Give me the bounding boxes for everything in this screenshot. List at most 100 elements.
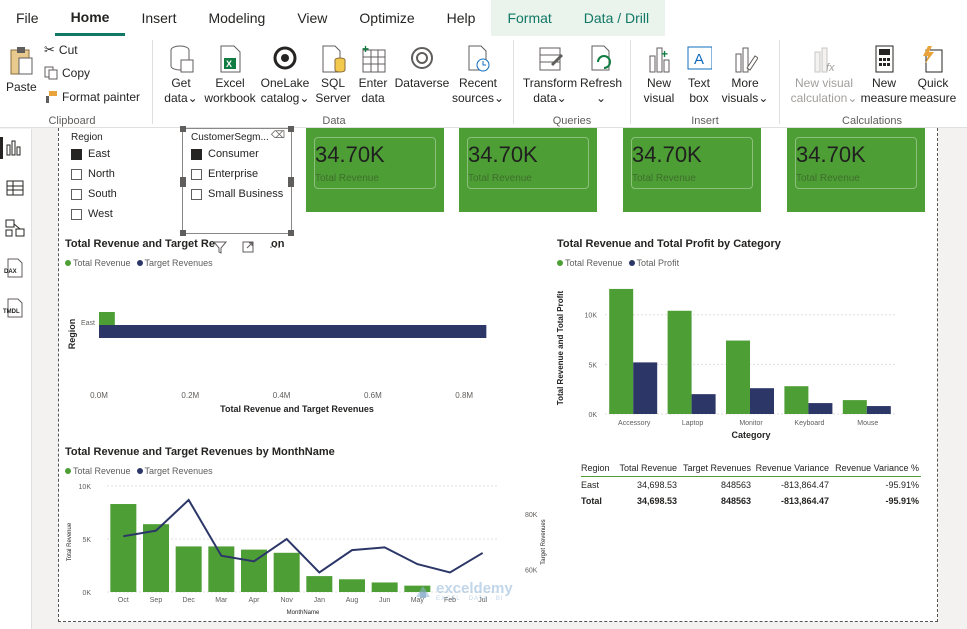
visual-header: ⋯	[213, 240, 281, 254]
new-measure-button[interactable]: New measure	[860, 44, 908, 106]
dax-query-view-button[interactable]: DAX	[2, 257, 28, 283]
slicer-item[interactable]: Consumer	[191, 148, 259, 160]
cut-label: Cut	[58, 43, 78, 57]
paintbrush-icon	[46, 91, 57, 103]
format-painter-button[interactable]: Format painter	[44, 90, 140, 104]
chart3-legend: Total Revenue Target Revenues	[65, 466, 213, 476]
format-painter-label: Format painter	[62, 90, 141, 104]
filter-icon[interactable]	[213, 240, 227, 254]
more-visuals-button[interactable]: More visuals⌄	[718, 44, 772, 106]
x-tick-label: Oct	[118, 597, 129, 604]
table-row: East 34,698.53 848563 -813,864.47 -95.91%	[581, 477, 921, 493]
customer-segment-slicer[interactable]: CustomerSegm... ⌫ Consumer Enterprise Smal…	[180, 126, 294, 236]
ribbon-divider	[630, 40, 631, 124]
table-total-row: Total 34,698.53 848563 -813,864.47 -95.91%	[581, 493, 921, 509]
table-cell: -95.91%	[885, 496, 919, 506]
eraser-icon[interactable]: ⌫	[270, 130, 285, 141]
paste-button[interactable]: Paste	[6, 44, 37, 95]
dax-icon	[7, 258, 23, 278]
quick-measure-button[interactable]: Quick measure	[909, 44, 957, 106]
refresh-button[interactable]: Refresh ⌄	[580, 44, 622, 106]
get-data-button[interactable]: Get data⌄	[160, 44, 202, 106]
focus-mode-icon[interactable]	[241, 240, 255, 254]
sql-server-button[interactable]: SQL Server	[313, 44, 353, 106]
new-visual-button[interactable]: + New visual	[638, 44, 680, 106]
x-tick-label: 0.8M	[455, 391, 473, 400]
report-view-icon[interactable]	[4, 137, 26, 159]
y-axis-label: Region	[67, 319, 77, 350]
model-view-icon[interactable]	[4, 217, 26, 239]
menu-tab-optimize[interactable]: Optimize	[359, 10, 415, 26]
table-cell: 848563	[720, 480, 751, 490]
resize-handle[interactable]	[288, 230, 294, 236]
checkbox[interactable]	[191, 188, 202, 200]
sql-label-2: Server	[315, 91, 351, 105]
checkbox[interactable]	[71, 208, 82, 220]
x-tick-label: Mouse	[857, 420, 878, 427]
excel-icon: X	[220, 45, 241, 73]
kpi-card[interactable]: 34.70K Total Revenue	[787, 128, 925, 212]
kpi-card[interactable]: 34.70K Total Revenue	[306, 128, 444, 212]
checkbox[interactable]	[71, 168, 82, 180]
text-box-label-2: box	[689, 91, 709, 105]
card-frame	[314, 137, 436, 189]
recent-sources-button[interactable]: Recent sources⌄	[451, 44, 505, 106]
table-cell: -813,864.47	[780, 480, 829, 490]
slicer-item[interactable]: North	[71, 168, 115, 180]
kpi-card[interactable]: 34.70K Total Revenue	[623, 128, 761, 212]
excel-workbook-button[interactable]: X Excel workbook	[203, 44, 257, 106]
x-tick-label: Jul	[478, 597, 487, 604]
x-tick-label: Accessory	[618, 420, 651, 427]
legend-dot	[65, 260, 71, 266]
checkbox[interactable]	[71, 188, 82, 200]
dataverse-button[interactable]: Dataverse	[393, 44, 451, 91]
checkbox[interactable]	[191, 148, 202, 160]
slicer-item[interactable]: Small Business	[191, 188, 283, 200]
slicer-item[interactable]: Enterprise	[191, 168, 258, 180]
menu-tab-home[interactable]: Home	[54, 0, 126, 36]
slicer-item[interactable]: South	[71, 188, 117, 200]
slicer-item[interactable]: East	[71, 148, 110, 160]
clipboard-group-label: Clipboard	[48, 115, 96, 127]
watermark-tagline: EXCEL · DATA · BI	[436, 596, 504, 602]
new-visual-label-1: New	[646, 76, 671, 90]
transform-data-button[interactable]: Transform data⌄	[521, 44, 579, 106]
table-cell: Revenue Variance	[755, 463, 829, 473]
resize-handle[interactable]	[180, 230, 186, 236]
fx-icon: fx	[814, 47, 835, 74]
menu-tab-insert[interactable]: Insert	[141, 10, 177, 26]
menu-tab-file[interactable]: File	[16, 10, 39, 26]
menu-tab-data-drill[interactable]: Data / Drill	[567, 0, 666, 36]
slicer-item[interactable]: West	[71, 208, 113, 220]
y-tick-label: 0K	[588, 412, 597, 419]
legend-item: Target Revenues	[136, 258, 213, 268]
menu-tab-help[interactable]: Help	[446, 10, 476, 26]
copy-button[interactable]: Copy	[44, 66, 90, 80]
cut-button[interactable]: ✂ Cut	[44, 42, 78, 58]
legend-item: Total Revenue	[65, 466, 131, 476]
resize-handle[interactable]	[288, 126, 294, 132]
more-options-icon[interactable]: ⋯	[269, 240, 281, 254]
y-tick-label: 0K	[82, 590, 91, 597]
onelake-catalog-button[interactable]: OneLake catalog⌄	[258, 44, 312, 106]
table-cell: -95.91%	[885, 480, 919, 490]
checkbox[interactable]	[191, 168, 202, 180]
resize-handle[interactable]	[288, 177, 294, 187]
excel-label-2: workbook	[204, 91, 256, 105]
resize-handle[interactable]	[180, 177, 186, 187]
table-view-icon[interactable]	[4, 177, 26, 199]
new-visual-calculation-button[interactable]: fx New visual calculation⌄	[789, 44, 859, 106]
resize-handle[interactable]	[180, 126, 186, 132]
kpi-card[interactable]: 34.70K Total Revenue	[459, 128, 597, 212]
menu-tab-format[interactable]: Format	[491, 0, 568, 36]
transform-label-2: data⌄	[533, 91, 567, 105]
menu-tab-view[interactable]: View	[297, 10, 328, 26]
text-box-button[interactable]: A Text box	[681, 44, 717, 106]
tmdl-view-button[interactable]: TMDL	[2, 297, 28, 323]
checkbox[interactable]	[71, 148, 82, 160]
enter-data-button[interactable]: + Enter data	[354, 44, 392, 106]
table-cell: 848563	[720, 496, 751, 506]
menu-tab-modeling[interactable]: Modeling	[208, 10, 266, 26]
ribbon-divider	[152, 40, 153, 124]
table-cell: 34,698.53	[636, 496, 677, 506]
